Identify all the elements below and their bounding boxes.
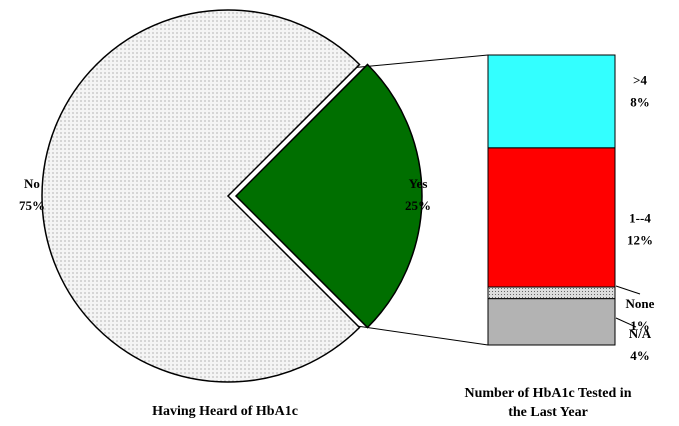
- slice-label: Yes: [409, 176, 428, 191]
- bar-segment: [487, 147, 616, 288]
- connector: [349, 324, 489, 346]
- segment-value-label: 12%: [627, 232, 653, 247]
- pie-slice: [41, 9, 361, 383]
- leader-line: [615, 317, 637, 328]
- segment-value-label: 8%: [630, 94, 650, 109]
- bar-segment: [487, 298, 616, 346]
- segment-value-label: 4%: [630, 348, 650, 363]
- slice-value-label: 75%: [19, 198, 45, 213]
- segment-label: N/A: [629, 326, 652, 341]
- segment-label: 1--4: [629, 210, 651, 225]
- segment-value-label: 1%: [630, 318, 650, 333]
- pie-slice: [234, 63, 423, 329]
- segment-label: None: [626, 296, 655, 311]
- segment-label: >4: [633, 72, 647, 87]
- slice-label: No: [24, 176, 40, 191]
- slice-value-label: 25%: [405, 198, 431, 213]
- bar-title: Number of HbA1c Tested in the Last Year: [464, 386, 632, 420]
- pie-title: Having Heard of HbA1c: [152, 404, 298, 419]
- connector: [349, 54, 489, 69]
- bar-segment: [487, 54, 616, 149]
- leader-line: [615, 285, 641, 295]
- bar-segment: [487, 286, 616, 300]
